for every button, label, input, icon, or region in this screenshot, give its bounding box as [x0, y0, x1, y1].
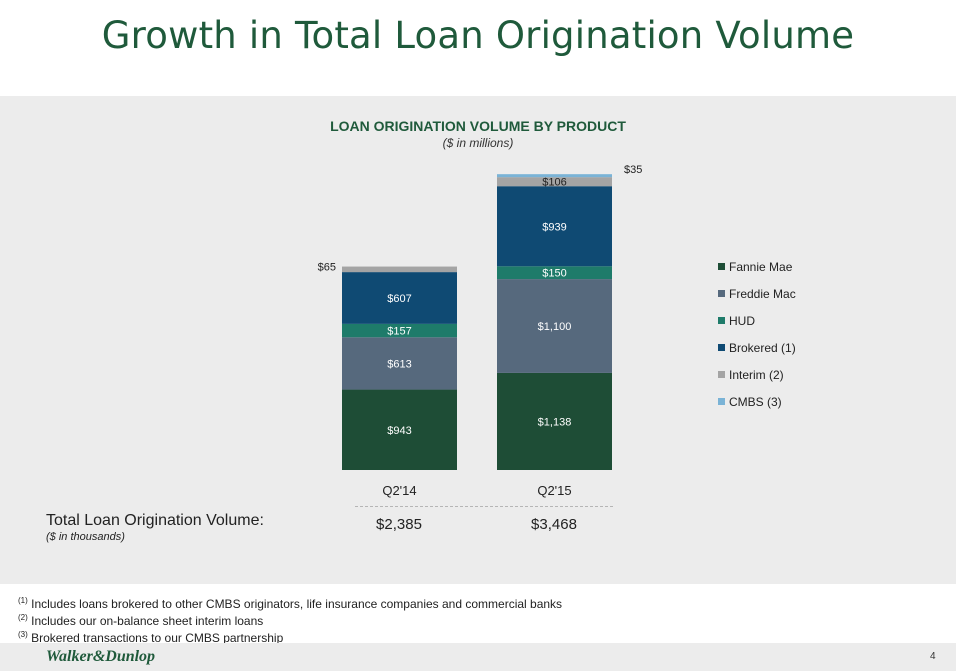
legend-label: HUD — [729, 313, 755, 328]
bar-segment — [497, 186, 612, 267]
legend-label: Freddie Mac — [729, 286, 796, 301]
chart-legend: Fannie Mae Freddie Mac HUD Brokered (1) … — [718, 253, 796, 415]
totals-sublabel: ($ in thousands) — [46, 531, 125, 543]
chart-subtitle: ($ in millions) — [442, 136, 514, 150]
totals-divider — [355, 506, 613, 507]
footnote-text: Includes loans brokered to other CMBS or… — [31, 597, 563, 611]
legend-swatch — [718, 263, 725, 270]
legend-item: Freddie Mac — [718, 280, 796, 307]
legend-label: Brokered (1) — [729, 340, 796, 355]
total-value-q2-14: $2,385 — [376, 516, 422, 533]
data-label: $939 — [542, 221, 566, 233]
legend-swatch — [718, 290, 725, 297]
data-label: $106 — [542, 177, 566, 189]
bar-segment — [342, 337, 457, 390]
data-label: $1,100 — [538, 321, 572, 333]
data-label: $943 — [387, 425, 411, 437]
legend-item: CMBS (3) — [718, 388, 796, 415]
legend-item: Brokered (1) — [718, 334, 796, 361]
data-label: $65 — [318, 262, 336, 274]
footnote-text: Brokered transactions to our CMBS partne… — [31, 631, 284, 645]
content-panel — [0, 96, 956, 584]
page-title: Growth in Total Loan Origination Volume — [101, 14, 855, 57]
footnote-mark: (3) — [18, 630, 28, 639]
legend-label: Fannie Mae — [729, 259, 793, 274]
bar-segment — [497, 372, 612, 470]
bar-segment — [342, 272, 457, 324]
bar-segment — [497, 266, 612, 280]
totals-label: Total Loan Origination Volume: — [46, 512, 264, 529]
legend-swatch — [718, 398, 725, 405]
legend-swatch — [718, 317, 725, 324]
footnote-mark: (1) — [18, 596, 28, 605]
company-logo: Walker&Dunlop — [46, 648, 156, 665]
footnote: (1) Includes loans brokered to other CMB… — [18, 594, 562, 611]
category-label: Q2'14 — [382, 483, 416, 498]
legend-item: Interim (2) — [718, 361, 796, 388]
footnote-text: Includes our on-balance sheet interim lo… — [31, 614, 264, 628]
category-label: Q2'15 — [537, 483, 571, 498]
data-label: $613 — [387, 358, 411, 370]
page-number: 4 — [930, 651, 936, 662]
total-value-q2-15: $3,468 — [531, 516, 577, 533]
footer-bar — [0, 643, 956, 671]
data-label: $157 — [387, 326, 411, 338]
footnote-mark: (2) — [18, 613, 28, 622]
legend-swatch — [718, 344, 725, 351]
footnotes: (1) Includes loans brokered to other CMB… — [18, 594, 562, 645]
legend-swatch — [718, 371, 725, 378]
legend-item: HUD — [718, 307, 796, 334]
footnote: (3) Brokered transactions to our CMBS pa… — [18, 628, 562, 645]
bar-segment — [342, 266, 457, 273]
legend-label: Interim (2) — [729, 367, 784, 382]
bar-segment — [497, 279, 612, 373]
bar-segment — [497, 174, 612, 178]
data-label: $35 — [624, 164, 642, 176]
data-label: $1,138 — [538, 416, 572, 428]
bar-segment — [497, 177, 612, 187]
legend-label: CMBS (3) — [729, 394, 782, 409]
bar-segment — [342, 323, 457, 338]
data-label: $150 — [542, 268, 566, 280]
footnote: (2) Includes our on-balance sheet interi… — [18, 611, 562, 628]
bar-segment — [342, 389, 457, 470]
chart-title: LOAN ORIGINATION VOLUME BY PRODUCT — [330, 118, 626, 134]
legend-item: Fannie Mae — [718, 253, 796, 280]
data-label: $607 — [387, 293, 411, 305]
